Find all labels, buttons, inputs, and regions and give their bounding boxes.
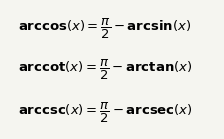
Text: $\mathbf{arccsc}(\mathit{x}) = \dfrac{\pi}{2} - \mathbf{arcsec}(\mathit{x})$: $\mathbf{arccsc}(\mathit{x}) = \dfrac{\p…: [18, 101, 193, 125]
Text: $\mathbf{arccos}(\mathit{x}) = \dfrac{\pi}{2} - \mathbf{arcsin}(\mathit{x})$: $\mathbf{arccos}(\mathit{x}) = \dfrac{\p…: [18, 17, 191, 41]
Text: $\mathbf{arccot}(\mathit{x}) = \dfrac{\pi}{2} - \mathbf{arctan}(\mathit{x})$: $\mathbf{arccot}(\mathit{x}) = \dfrac{\p…: [18, 57, 192, 82]
